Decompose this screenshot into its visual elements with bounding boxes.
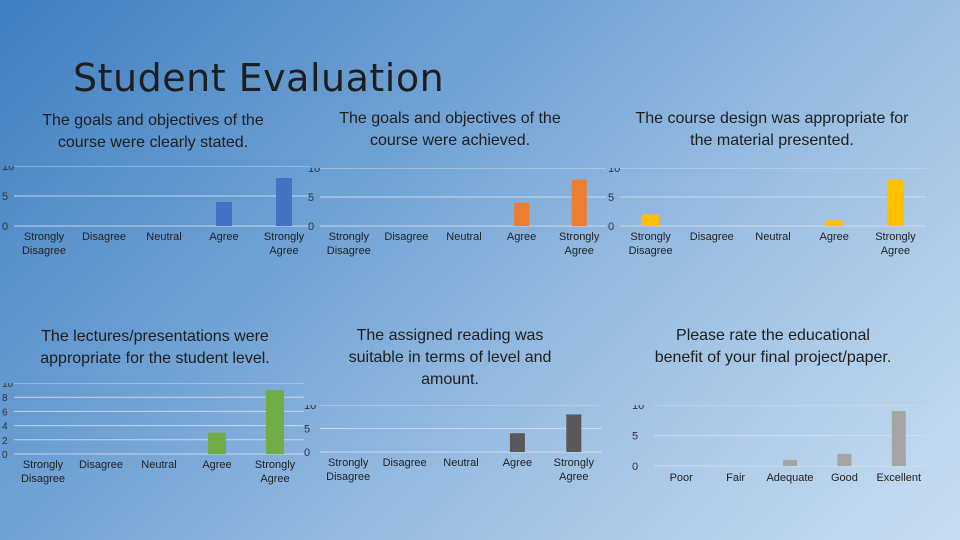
x-tick-label: Excellent: [876, 472, 921, 484]
bar-agree: [514, 202, 530, 226]
chart-4: 0 2 4 6 8 10 Strongly Disagree Disagree Neutral Ag…: [2, 383, 304, 485]
chart-1: 0 5 10 Strongly Disagree Disagree Neutral Agree…: [2, 166, 310, 257]
y-tick-label: 10: [608, 168, 620, 175]
y-tick-label: 10: [632, 405, 644, 412]
y-tick-label: 5: [304, 424, 310, 436]
bar-agree: [216, 202, 232, 226]
x-tick-label: Strongly Disagree: [327, 231, 371, 257]
chart-4-title: The lectures/presentations were appropri…: [40, 328, 270, 367]
x-tick-label: Disagree: [82, 231, 126, 243]
y-tick-label: 0: [632, 461, 638, 473]
bar-strongly-disagree: [642, 214, 660, 226]
bar-excellent: [891, 411, 906, 466]
y-tick-label: 0: [608, 221, 614, 233]
x-tick-label: Strongly Agree: [264, 231, 305, 257]
y-tick-label: 5: [308, 192, 314, 204]
x-tick-label: Strongly Agree: [255, 459, 296, 485]
bar-adequate: [783, 459, 797, 466]
y-tick-label: 8: [2, 393, 8, 404]
slide-title: Student Evaluation: [73, 56, 445, 100]
x-tick-label: Disagree: [383, 457, 427, 469]
bar-strongly-agree: [276, 178, 292, 226]
x-tick-label: Strongly Agree: [559, 231, 600, 257]
chart-5: 0 5 10 Strongly Disagree Disagree Neutral Agree…: [304, 405, 602, 483]
x-tick-label: Agree: [202, 459, 231, 471]
bar-strongly-agree: [566, 414, 582, 452]
x-tick-label: Agree: [209, 231, 238, 243]
y-tick-label: 6: [2, 407, 8, 418]
x-tick-label: Neutral: [146, 231, 181, 243]
x-tick-label: Fair: [726, 472, 745, 484]
bar-strongly-agree: [886, 179, 904, 226]
x-tick-label: Agree: [507, 231, 536, 243]
x-tick-label: Good: [831, 472, 858, 484]
y-tick-label: 2: [2, 436, 8, 447]
bar-good: [837, 453, 852, 466]
chart-5-title: The assigned reading was suitable in ter…: [348, 327, 552, 388]
y-tick-label: 0: [304, 447, 310, 459]
x-tick-label: Neutral: [446, 231, 481, 243]
x-tick-label: Adequate: [766, 472, 813, 484]
y-tick-label: 4: [2, 422, 8, 433]
y-tick-label: 10: [304, 405, 316, 412]
chart-6: 0 5 10 Poor Fair Adequate Good Excellent: [632, 405, 926, 484]
x-tick-label: Agree: [820, 231, 849, 243]
x-tick-label: Neutral: [755, 231, 790, 243]
y-tick-label: 5: [608, 192, 614, 204]
bar-agree: [208, 432, 226, 454]
x-tick-label: Strongly Disagree: [22, 231, 66, 257]
chart-2: 0 5 10 Strongly Disagree Disagree Neutral Agree…: [308, 168, 606, 257]
bar-strongly-agree: [571, 179, 587, 226]
x-tick-label: Disagree: [79, 459, 123, 471]
y-tick-label: 10: [2, 383, 14, 390]
y-tick-label: 0: [308, 221, 314, 233]
x-tick-label: Neutral: [141, 459, 176, 471]
y-tick-label: 10: [308, 168, 320, 175]
x-tick-label: Strongly Agree: [875, 231, 916, 257]
chart-1-title: The goals and objectives of the course w…: [42, 112, 264, 151]
chart-3: 0 5 10 Strongly Disagree Disagree Neutral Agree…: [608, 168, 926, 257]
y-tick-label: 5: [632, 431, 638, 443]
bar-strongly-agree: [266, 390, 284, 454]
y-tick-label: 5: [2, 191, 8, 203]
x-tick-label: Strongly Disagree: [326, 457, 370, 483]
x-tick-label: Agree: [503, 457, 532, 469]
bar-agree: [509, 433, 525, 452]
x-tick-label: Neutral: [443, 457, 478, 469]
chart-6-title: Please rate the educational benefit of y…: [654, 327, 892, 366]
x-tick-label: Strongly Agree: [554, 457, 595, 483]
y-tick-label: 0: [2, 221, 8, 233]
x-tick-label: Disagree: [690, 231, 734, 243]
x-tick-label: Disagree: [384, 231, 428, 243]
y-tick-label: 10: [2, 166, 14, 173]
y-tick-label: 0: [2, 450, 8, 461]
x-tick-label: Poor: [670, 472, 694, 484]
x-tick-label: Strongly Disagree: [21, 459, 65, 485]
chart-2-title: The goals and objectives of the course w…: [339, 110, 561, 149]
chart-3-title: The course design was appropriate for th…: [635, 110, 909, 149]
x-tick-label: Strongly Disagree: [629, 231, 673, 257]
bar-agree: [825, 220, 843, 226]
